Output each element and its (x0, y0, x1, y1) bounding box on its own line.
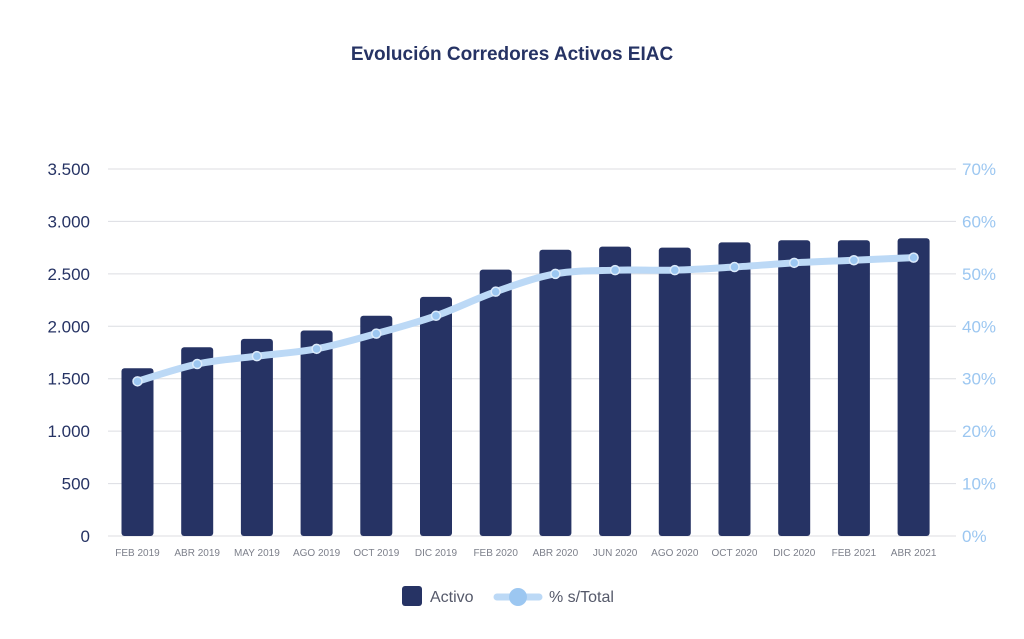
y-left-tick-label: 2.000 (47, 317, 90, 336)
line-point (132, 376, 143, 387)
line-point (311, 343, 322, 355)
legend-swatch-marker (509, 588, 527, 606)
y-right-tick-label: 50% (962, 265, 996, 284)
line-point (251, 350, 263, 362)
y-right-tick-label: 30% (962, 370, 996, 389)
x-tick-label: OCT 2020 (712, 548, 758, 559)
line-point (908, 252, 919, 263)
bar (658, 247, 691, 536)
bar (479, 269, 512, 536)
y-right-tick-label: 10% (962, 475, 996, 494)
y-axis-right: 0% 10% 20% 30% 40% 50% 60% 70% (962, 160, 996, 546)
y-left-tick-label: 3.000 (47, 212, 90, 231)
line-series-pct-total (132, 252, 919, 387)
x-tick-label: MAY 2019 (234, 548, 280, 559)
y-right-tick-label: 60% (962, 212, 996, 231)
line-path (134, 254, 918, 385)
gridlines (108, 168, 956, 537)
line-point (191, 358, 203, 370)
bar (300, 330, 333, 536)
y-left-tick-label: 1.500 (47, 370, 90, 389)
y-right-tick-label: 70% (962, 160, 996, 179)
bar (240, 338, 273, 536)
y-right-tick-label: 40% (962, 317, 996, 336)
line-point (788, 257, 800, 269)
y-right-tick-label: 20% (962, 422, 996, 441)
line-point (550, 268, 561, 280)
y-left-tick-label: 3.500 (47, 160, 90, 179)
x-tick-label: DIC 2019 (415, 548, 458, 559)
x-tick-label: FEB 2020 (473, 548, 518, 559)
bar (360, 315, 393, 536)
bar (181, 347, 214, 536)
x-tick-label: AGO 2020 (651, 548, 699, 559)
line-point (490, 286, 501, 297)
x-tick-label: FEB 2019 (115, 548, 160, 559)
bar (599, 246, 632, 536)
legend-label-activo: Activo (430, 589, 474, 606)
x-tick-label: FEB 2021 (832, 548, 877, 559)
x-tick-label: AGO 2019 (293, 548, 341, 559)
bar (718, 242, 751, 536)
bar (420, 296, 452, 536)
line-point (729, 261, 740, 273)
x-tick-label: ABR 2021 (891, 548, 937, 559)
bar (897, 238, 930, 536)
bar (539, 249, 572, 537)
x-tick-label: ABR 2020 (533, 548, 579, 559)
line-point (609, 264, 621, 276)
y-left-tick-label: 1.000 (47, 422, 90, 441)
y-left-tick-label: 0 (81, 527, 90, 546)
bar (121, 368, 154, 536)
line-point (371, 328, 382, 339)
chart-title: Evolución Corredores Activos EIAC (351, 44, 674, 65)
bar (778, 240, 811, 536)
legend-swatch-activo (402, 586, 422, 606)
x-tick-label: OCT 2019 (353, 548, 399, 559)
bar-series-activo (121, 238, 930, 537)
line-point (848, 254, 860, 266)
x-tick-label: ABR 2019 (174, 548, 220, 559)
x-tick-label: DIC 2020 (773, 548, 816, 559)
y-left-tick-label: 500 (62, 475, 90, 494)
y-axis-left: 0 500 1.000 1.500 2.000 2.500 3.000 3.500 (47, 160, 90, 546)
legend-label-pct-total: % s/Total (549, 589, 614, 606)
line-point (430, 310, 442, 322)
legend: Activo % s/Total (402, 586, 614, 606)
x-tick-label: JUN 2020 (593, 548, 638, 559)
line-point (669, 264, 681, 276)
x-axis: FEB 2019 ABR 2019 MAY 2019 AGO 2019 OCT 2019… (115, 548, 937, 559)
y-right-tick-label: 0% (962, 527, 987, 546)
bar (837, 240, 870, 536)
y-left-tick-label: 2.500 (47, 265, 90, 284)
